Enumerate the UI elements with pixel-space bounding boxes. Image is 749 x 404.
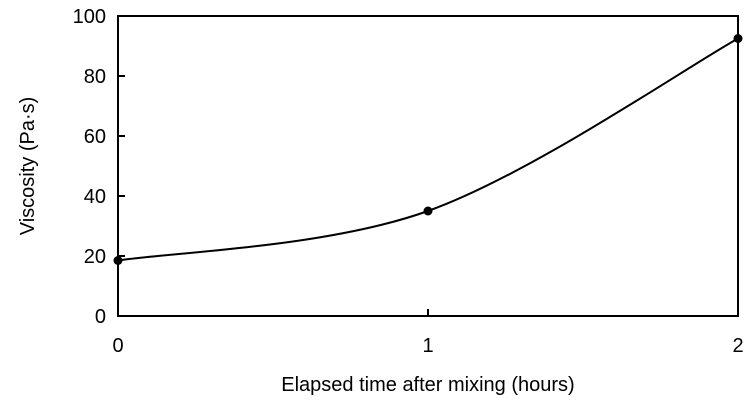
y-tick-label: 0 <box>95 306 106 328</box>
x-tick-label: 0 <box>112 335 123 357</box>
x-tick-label: 2 <box>732 335 743 357</box>
data-point <box>423 206 433 216</box>
y-tick-label: 100 <box>73 6 106 28</box>
y-tick-label: 60 <box>84 126 106 148</box>
data-point <box>113 256 123 265</box>
x-tick-label: 1 <box>422 335 433 357</box>
y-tick-label: 20 <box>84 246 106 268</box>
y-tick-label: 80 <box>84 66 106 88</box>
series-line <box>117 37 739 262</box>
x-axis-title: Elapsed time after mixing (hours) <box>281 374 574 396</box>
y-tick-label: 40 <box>84 186 106 208</box>
y-axis-title: Viscosity (Pa·s) <box>17 97 39 236</box>
plot-frame <box>117 15 739 317</box>
data-point <box>733 34 743 43</box>
